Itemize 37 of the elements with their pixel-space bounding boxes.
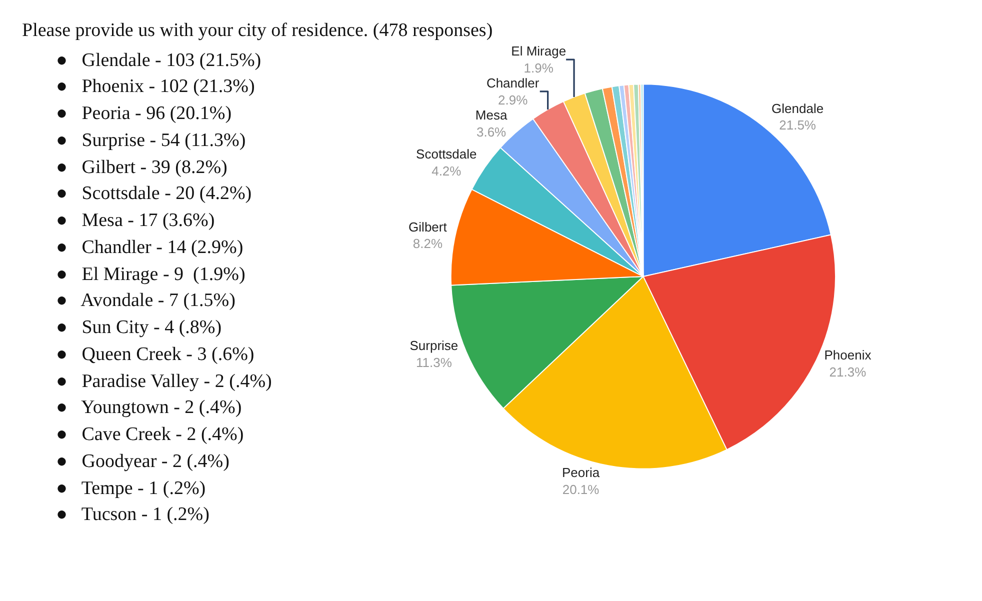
- slice-label: Phoenix: [824, 347, 872, 362]
- data-label: 1.9%: [524, 60, 554, 76]
- chart-title: Please provide us with your city of residence. (478 responses): [22, 20, 493, 41]
- slice-label: Peoria: [562, 465, 600, 480]
- slice-label: Glendale: [772, 100, 824, 116]
- slice-label: Scottsdale: [416, 146, 477, 162]
- text: ● Surprise - 54 (11.3%): [56, 130, 246, 151]
- slice-label: El Mirage: [511, 44, 566, 59]
- data-label: 20.1%: [562, 482, 600, 497]
- text: ● Glendale - 103 (21.5%): [56, 50, 262, 71]
- text: ● Tempe - 1 (.2%): [56, 478, 206, 499]
- text: ● Phoenix - 102 (21.3%): [56, 76, 255, 97]
- data-label: 8.2%: [412, 236, 443, 252]
- text: ● Sun City - 4 (.8%): [56, 317, 222, 338]
- data-label: 21.3%: [829, 364, 867, 380]
- text: ● Queen Creek - 3 (.6%): [56, 344, 254, 365]
- text: ● Peoria - 96 (20.1%): [56, 103, 232, 124]
- text: ● Scottsdale - 20 (4.2%): [56, 183, 252, 204]
- data-label: 21.5%: [779, 118, 816, 133]
- data-label: 4.2%: [432, 163, 462, 178]
- text: ● Youngtown - 2 (.4%): [56, 397, 242, 418]
- data-label: 2.9%: [498, 92, 528, 108]
- text: ● Mesa - 17 (3.6%): [56, 210, 215, 231]
- text: ● Paradise Valley - 2 (.4%): [56, 371, 272, 392]
- data-label: 11.3%: [416, 354, 452, 370]
- text: ● Gilbert - 39 (8.2%): [56, 157, 228, 178]
- text: ● Chandler - 14 (2.9%): [56, 237, 244, 258]
- text: ● Avondale - 7 (1.5%): [56, 290, 236, 311]
- text: ● El Mirage - 9 (1.9%): [56, 264, 246, 285]
- text: ● Cave Creek - 2 (.4%): [56, 424, 244, 445]
- slice-label: Mesa: [475, 107, 508, 122]
- slice-label: Chandler: [486, 75, 540, 90]
- text: ● Tucson - 1 (.2%): [56, 504, 210, 525]
- slice-label: Gilbert: [408, 219, 448, 234]
- slice-label: Surprise: [410, 338, 458, 353]
- text: ● Goodyear - 2 (.4%): [56, 451, 230, 472]
- data-label: 3.6%: [476, 124, 507, 140]
